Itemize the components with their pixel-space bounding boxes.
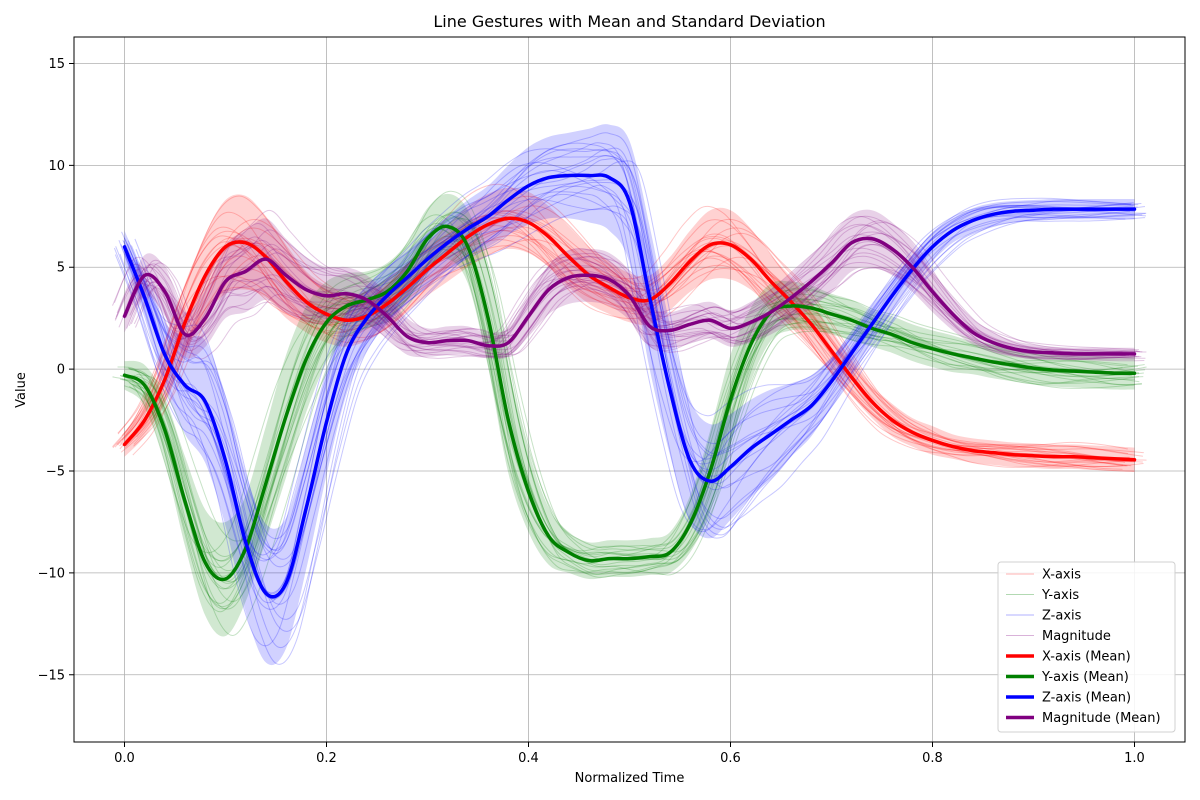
axes-frame <box>73 36 1186 743</box>
x-tick-label: 0.8 <box>922 751 943 766</box>
y-tick-label: 10 <box>48 159 65 174</box>
magnitude-mean-trace <box>131 220 1143 353</box>
y-axis-mean-trace <box>129 241 1140 608</box>
x-axis-mean-trace <box>124 245 1135 472</box>
z-axis-mean-trace <box>127 154 1139 540</box>
ticks: 0.0 0.2 0.4 0.6 0.8 1.0 −15 −10 −5 0 5 10 15 <box>38 57 1145 766</box>
y-axis-mean-trace <box>131 246 1142 636</box>
y-axis-mean-trace <box>136 211 1147 553</box>
z-axis-mean-trace <box>118 158 1129 561</box>
magnitude-mean-trace <box>130 243 1142 360</box>
magnitude-mean-trace <box>135 222 1147 353</box>
legend: X-axis Y-axis Z-axis Magnitude X-axis (Mean)… <box>997 561 1176 733</box>
legend-label: Y-axis <box>1041 588 1079 603</box>
y-tick-label: −10 <box>38 566 65 581</box>
x-tick-label: 1.0 <box>1124 751 1145 766</box>
legend-label: Magnitude (Mean) <box>1042 711 1161 726</box>
x-axis-mean-trace <box>119 226 1130 463</box>
y-axis-mean-trace <box>132 239 1144 610</box>
x-axis-mean-trace <box>117 239 1128 468</box>
z-axis-mean-trace <box>122 155 1133 604</box>
z-axis-mean-trace <box>120 147 1132 555</box>
magnitude-mean-std-band <box>124 209 1135 361</box>
x-axis-mean-trace <box>132 195 1144 457</box>
z-axis-mean-trace <box>123 142 1134 595</box>
y-axis-mean-trace <box>124 248 1135 590</box>
y-axis-label: Value <box>14 372 29 408</box>
legend-label: Z-axis (Mean) <box>1042 691 1131 706</box>
y-tick-label: 0 <box>57 363 65 378</box>
legend-label: Magnitude <box>1042 629 1111 644</box>
magnitude-mean-trace <box>118 261 1129 360</box>
x-axis-mean-trace <box>120 230 1132 468</box>
z-axis-mean-trace <box>121 148 1132 551</box>
z-axis-mean-std-band <box>124 124 1135 666</box>
grid <box>74 37 1185 742</box>
x-tick-label: 0.0 <box>114 751 135 766</box>
y-axis-mean-trace <box>124 235 1135 562</box>
y-axis-mean-trace <box>120 224 1131 613</box>
magnitude-mean-trace <box>115 255 1127 357</box>
z-axis-mean-trace <box>124 198 1136 600</box>
z-axis-mean-trace <box>115 142 1126 556</box>
y-tick-label: −5 <box>46 465 65 480</box>
magnitude-mean-trace <box>128 209 1140 351</box>
magnitude-mean-trace <box>114 244 1126 357</box>
y-axis-mean-trace <box>133 216 1144 603</box>
x-tick-label: 0.4 <box>518 751 539 766</box>
magnitude-mean-trace <box>116 223 1128 354</box>
x-tick-label: 0.2 <box>316 751 337 766</box>
y-tick-label: −15 <box>38 668 65 683</box>
x-axis-mean-trace <box>136 205 1147 461</box>
z-axis-mean-trace <box>135 181 1147 649</box>
y-tick-label: 15 <box>48 57 65 72</box>
z-axis-mean-trace <box>131 179 1143 605</box>
plot-area: 0.0 0.2 0.4 0.6 0.8 1.0 −15 −10 −5 0 5 10 15 X-axis Y-… <box>38 36 1186 766</box>
z-axis-mean-trace <box>123 132 1135 551</box>
legend-label: X-axis (Mean) <box>1042 650 1131 665</box>
z-axis-mean-trace <box>113 161 1125 562</box>
x-axis-label: Normalized Time <box>575 771 685 786</box>
x-axis-mean-trace <box>112 213 1123 466</box>
x-axis-mean-trace <box>117 183 1128 450</box>
x-axis-mean-trace <box>133 218 1144 454</box>
legend-label: X-axis <box>1042 568 1081 583</box>
x-tick-label: 0.6 <box>720 751 741 766</box>
x-axis-mean-trace <box>125 210 1136 462</box>
y-tick-label: 5 <box>57 261 65 276</box>
legend-label: Z-axis <box>1042 609 1082 624</box>
legend-label: Y-axis (Mean) <box>1041 670 1129 685</box>
x-axis-mean-std-band <box>124 187 1135 473</box>
legend-box <box>997 561 1176 733</box>
x-axis-mean-trace <box>112 235 1123 470</box>
magnitude-mean-trace <box>127 229 1138 354</box>
magnitude-mean-trace <box>126 267 1137 361</box>
z-axis-mean-trace <box>135 185 1146 620</box>
data-layer <box>112 124 1147 666</box>
magnitude-mean-line <box>122 236 1137 356</box>
z-axis-mean-line <box>122 173 1137 599</box>
chart-title: Line Gestures with Mean and Standard Dev… <box>433 12 825 31</box>
y-axis-mean-line <box>122 224 1137 582</box>
y-axis-mean-trace <box>127 190 1138 557</box>
